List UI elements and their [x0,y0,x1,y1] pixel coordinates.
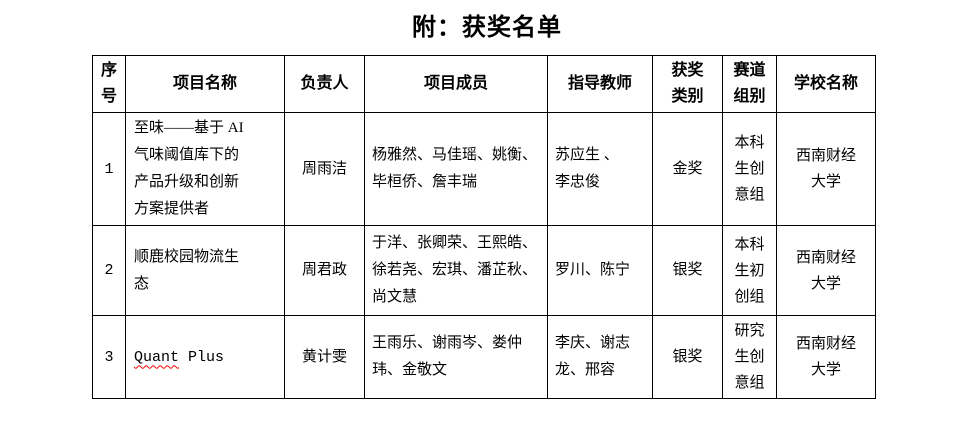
header-award-type: 获奖 类别 [652,55,723,113]
award-list-table: 序 号 项目名称 负责人 项目成员 指导教师 获奖 类别 赛道 组别 学校名称 … [92,55,876,399]
cell-award-type: 金奖 [652,112,723,226]
cell-school-name: 西南财经 大学 [776,315,876,399]
cell-no: 1 [92,112,126,226]
project-name-rest: Plus [179,348,225,366]
header-no: 序 号 [92,55,126,113]
cell-school-name: 西南财经 大学 [776,225,876,316]
cell-no: 2 [92,225,126,316]
cell-no: 3 [92,315,126,399]
table-header-row: 序 号 项目名称 负责人 项目成员 指导教师 获奖 类别 赛道 组别 学校名称 [92,55,876,113]
header-leader: 负责人 [284,55,365,113]
cell-leader: 周雨洁 [284,112,365,226]
header-members: 项目成员 [364,55,548,113]
header-school-name: 学校名称 [776,55,876,113]
header-advisors: 指导教师 [547,55,653,113]
cell-project-name: 顺鹿校园物流生 态 [125,225,285,316]
row-number: 3 [104,348,114,366]
cell-award-type: 银奖 [652,225,723,316]
cell-award-type: 银奖 [652,315,723,399]
table-row: 2 顺鹿校园物流生 态 周君政 于洋、张卿荣、王熙皓、 徐若尧、宏琪、潘芷秋、 … [92,225,876,316]
cell-members: 于洋、张卿荣、王熙皓、 徐若尧、宏琪、潘芷秋、 尚文慧 [364,225,548,316]
cell-track-group: 本科 生创 意组 [722,112,777,226]
cell-leader: 周君政 [284,225,365,316]
header-track-group: 赛道 组别 [722,55,777,113]
cell-advisors: 苏应生 、 李忠俊 [547,112,653,226]
cell-leader: 黄计雯 [284,315,365,399]
cell-members: 王雨乐、谢雨岑、娄仲 玮、金敬文 [364,315,548,399]
cell-track-group: 研究 生创 意组 [722,315,777,399]
table-row: 3 Quant Plus 黄计雯 王雨乐、谢雨岑、娄仲 玮、金敬文 李庆、谢志 … [92,315,876,399]
header-project-name: 项目名称 [125,55,285,113]
cell-school-name: 西南财经 大学 [776,112,876,226]
cell-members: 杨雅然、马佳瑶、姚衡、 毕桓侨、詹丰瑞 [364,112,548,226]
cell-project-name: Quant Plus [125,315,285,399]
cell-advisors: 罗川、陈宁 [547,225,653,316]
row-number: 1 [104,160,114,178]
table-row: 1 至味——基于 AI 气味阈值库下的 产品升级和创新 方案提供者 周雨洁 杨雅… [92,112,876,226]
spellcheck-word: Quant [134,348,180,366]
cell-track-group: 本科 生初 创组 [722,225,777,316]
row-number: 2 [104,262,114,279]
cell-advisors: 李庆、谢志 龙、邢容 [547,315,653,399]
cell-project-name: 至味——基于 AI 气味阈值库下的 产品升级和创新 方案提供者 [125,112,285,226]
attachment-title: 附：获奖名单 [412,15,562,41]
